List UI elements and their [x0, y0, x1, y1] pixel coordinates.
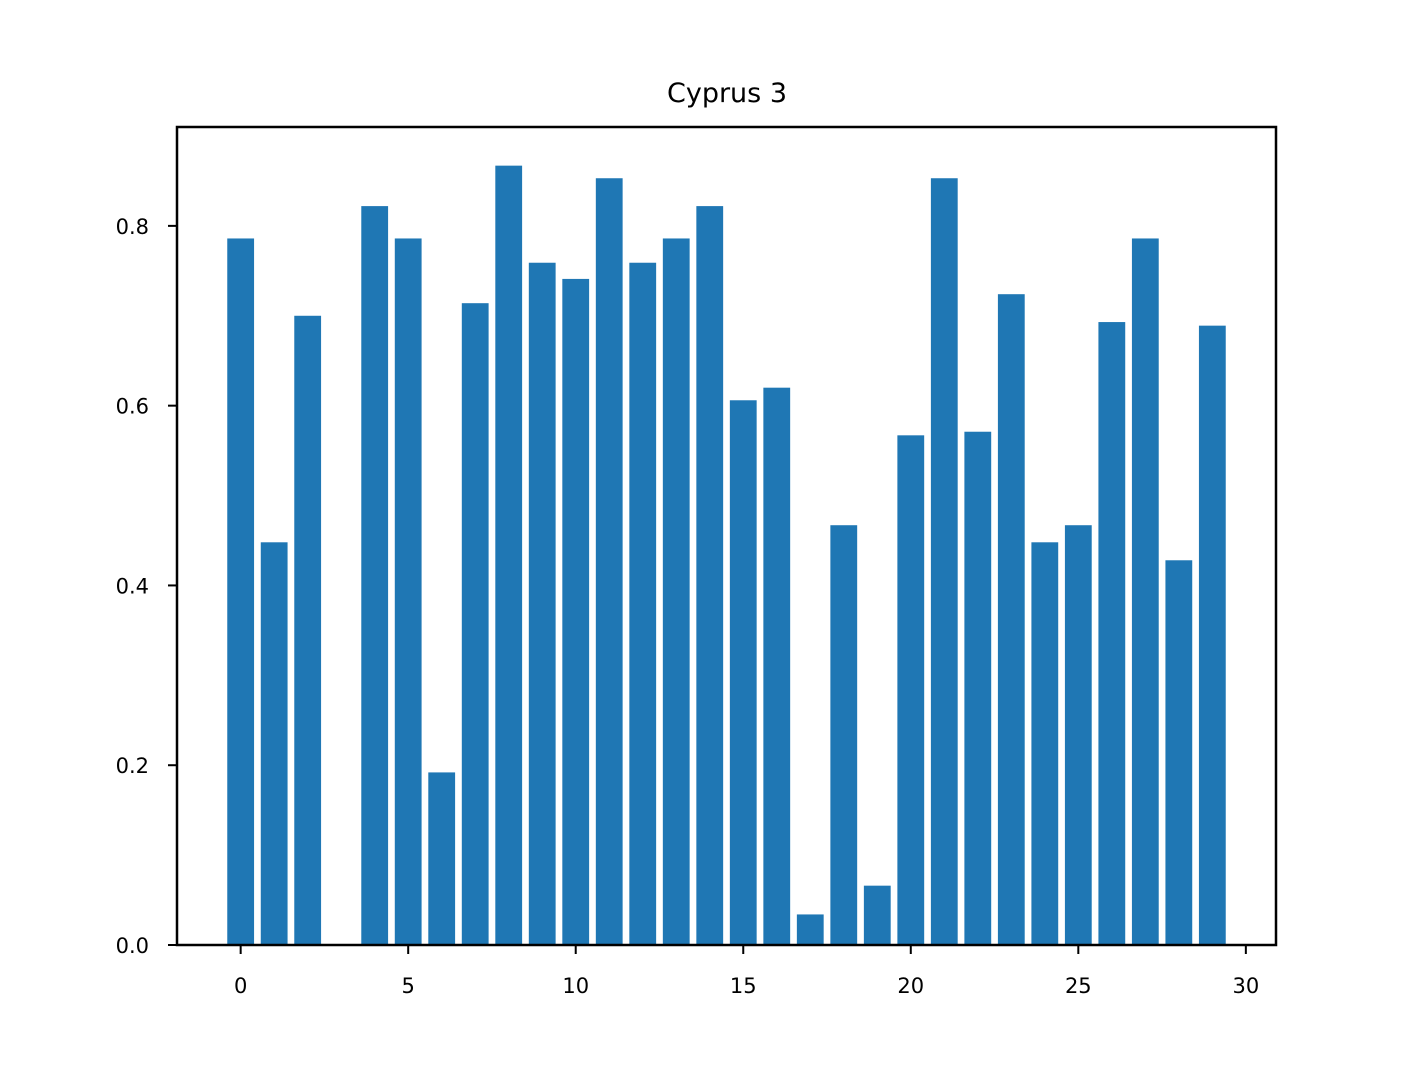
x-tick-label: 25	[1065, 974, 1092, 998]
bar-17	[796, 914, 824, 945]
bar-9	[528, 262, 556, 945]
bar-5	[394, 238, 422, 945]
y-tick-label: 0.2	[116, 754, 149, 778]
bar-7	[461, 303, 489, 946]
y-tick-label: 0.4	[116, 574, 149, 598]
bar-2	[294, 315, 322, 945]
bar-8	[495, 165, 523, 946]
bars-group	[227, 165, 1226, 946]
y-tick-label: 0.0	[116, 934, 149, 958]
bar-14	[696, 206, 724, 946]
bar-13	[662, 238, 690, 945]
bar-12	[629, 262, 657, 945]
bar-0	[227, 238, 255, 945]
bar-11	[595, 178, 623, 945]
bar-26	[1098, 322, 1126, 945]
y-tick-label: 0.8	[116, 215, 149, 239]
x-axis: 0 5 10 15 20 25 30	[234, 945, 1259, 998]
bar-16	[763, 387, 791, 946]
bar-1	[260, 542, 288, 945]
bar-19	[863, 885, 891, 945]
x-tick-label: 0	[234, 974, 247, 998]
bar-23	[997, 294, 1025, 945]
x-tick-label: 15	[730, 974, 757, 998]
bar-29	[1198, 325, 1226, 946]
chart-title: Cyprus 3	[667, 78, 787, 109]
y-axis: 0.0 0.2 0.4 0.6 0.8	[116, 215, 177, 958]
x-tick-label: 30	[1232, 974, 1259, 998]
bar-4	[361, 206, 389, 946]
x-tick-label: 20	[897, 974, 924, 998]
bar-24	[1031, 542, 1059, 945]
plot-frame	[175, 125, 1278, 947]
bar-22	[964, 431, 992, 945]
bar-10	[562, 278, 590, 945]
x-tick-label: 5	[402, 974, 415, 998]
bar-25	[1064, 525, 1092, 945]
bar-6	[428, 772, 456, 945]
x-tick-label: 10	[562, 974, 589, 998]
bar-20	[897, 435, 925, 945]
bar-21	[930, 178, 958, 945]
bar-18	[830, 525, 858, 945]
y-tick-label: 0.6	[116, 395, 149, 419]
bar-15	[729, 400, 757, 945]
bar-28	[1165, 560, 1193, 945]
bar-27	[1131, 238, 1159, 945]
